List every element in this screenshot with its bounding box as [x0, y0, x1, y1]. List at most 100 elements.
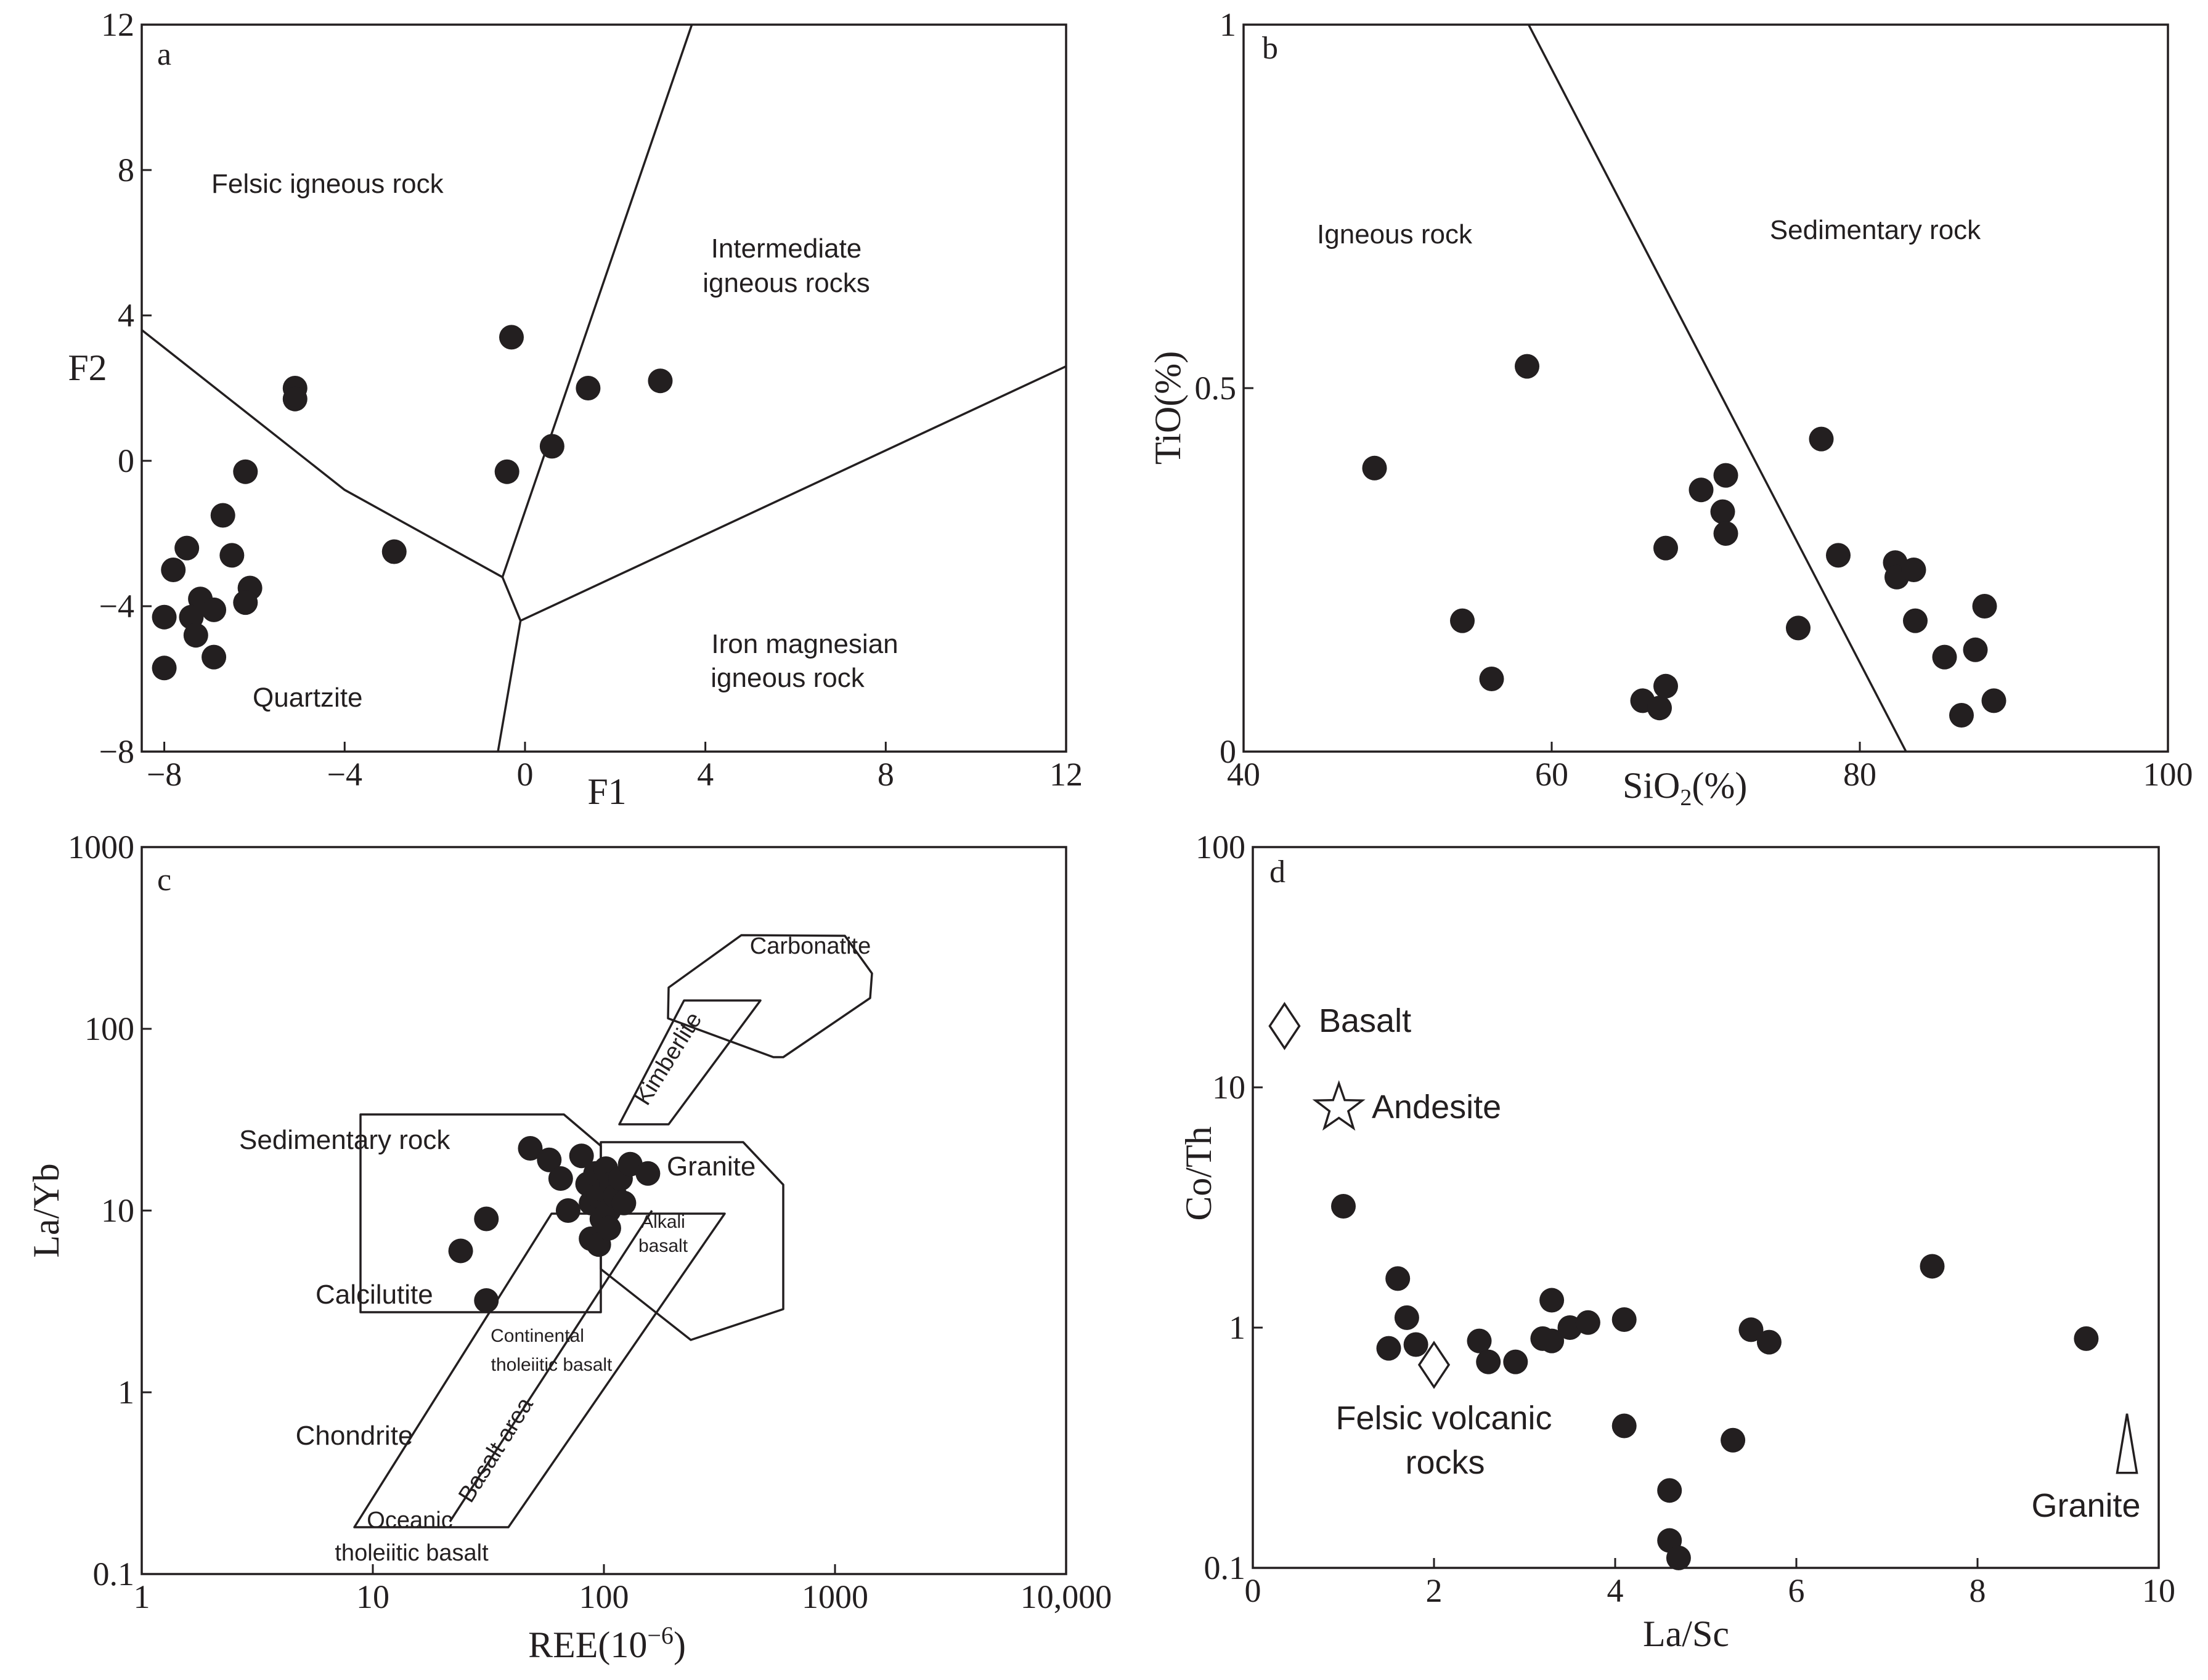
region-label-basalt-area: Basalt area: [454, 1392, 539, 1507]
data-point: [210, 503, 235, 528]
plot-frame: [141, 23, 1067, 753]
data-point: [474, 1206, 499, 1232]
data-point: [635, 1161, 661, 1186]
data-point: [1963, 637, 1988, 662]
data-point: [152, 655, 177, 681]
region-label-carbonatite: Carbonatite: [750, 933, 871, 959]
region-label-sedimentary: Sedimentary rock: [239, 1125, 450, 1155]
region-label-continental-2: tholeiitic basalt: [491, 1355, 613, 1375]
region-label-intermediate-2: igneous rocks: [703, 268, 870, 298]
field-boundary: [501, 24, 693, 578]
data-point: [1653, 673, 1678, 699]
data-point: [1515, 354, 1539, 379]
region-label-alkali: Alkali: [641, 1212, 685, 1232]
data-point: [1362, 455, 1387, 481]
x-tick-label: 100: [2143, 756, 2193, 793]
data-point: [499, 325, 524, 350]
granite-field: [600, 1141, 784, 1341]
x-axis-label: SiO2(%): [1623, 765, 1747, 811]
y-tick-label: 10: [1212, 1069, 1245, 1106]
data-point: [494, 459, 519, 484]
panel-b: 40 60 80 100 1 0.5 0 b SiO2(%) TiO(%) Igneous …: [1147, 6, 2193, 811]
x-tick-label: 10: [2142, 1572, 2175, 1609]
data-point: [1738, 1317, 1764, 1342]
data-point: [537, 1147, 562, 1172]
data-point: [1450, 608, 1475, 633]
x-tick-label: 8: [878, 756, 894, 793]
x-tick-label: −4: [327, 756, 362, 793]
plot-frame: [1252, 846, 2160, 1569]
panel-label: a: [157, 37, 171, 72]
data-point: [576, 376, 601, 400]
region-label-alkali-2: basalt: [638, 1236, 688, 1256]
x-tick-label: 1: [134, 1578, 150, 1615]
data-point: [611, 1190, 637, 1215]
region-label-iron-magnesian-2: igneous rock: [711, 663, 865, 693]
region-label-intermediate: Intermediate: [711, 233, 862, 264]
data-point: [1376, 1336, 1401, 1361]
x-tick-label: 6: [1788, 1572, 1805, 1609]
x-tick-label: 4: [697, 756, 714, 793]
data-point: [1981, 688, 2006, 713]
data-point: [1903, 608, 1928, 633]
data-point: [233, 459, 258, 484]
y-tick-label: 100: [1196, 829, 1245, 866]
data-point: [1476, 1349, 1501, 1374]
x-tick-label: 4: [1607, 1572, 1624, 1609]
y-tick-label: 1: [118, 1374, 134, 1411]
plot-frame: [1242, 23, 2169, 753]
kimberlite-field: [618, 999, 762, 1126]
data-point: [202, 597, 227, 622]
data-point: [1575, 1310, 1600, 1335]
region-label-oceanic-2: tholeiitic basalt: [335, 1540, 489, 1566]
data-point: [1647, 696, 1672, 721]
reference-symbol-star: [1312, 1080, 1366, 1131]
x-axis-label: REE(10−6): [528, 1621, 686, 1665]
x-tick-label: 2: [1426, 1572, 1443, 1609]
field-boundaries: [353, 934, 873, 1528]
data-point: [282, 386, 308, 412]
data-point: [569, 1143, 594, 1169]
data-point: [1394, 1305, 1419, 1330]
data-point: [448, 1238, 473, 1264]
panel-a: −8 −4 0 4 8 12 12 8 4 0 −4 −8 a F1 F2 Felsic igneou…: [68, 6, 1083, 812]
data-point: [1666, 1545, 1691, 1570]
field-boundary: [519, 365, 1067, 622]
x-tick-label: 12: [1049, 756, 1083, 793]
x-tick-label: 60: [1535, 756, 1568, 793]
region-label-kimberlite: Kimberlite: [630, 1008, 707, 1110]
x-axis-label: La/Sc: [1643, 1613, 1729, 1654]
basalt-area-divider: [449, 1210, 653, 1522]
reference-symbol-diamond: [1417, 1341, 1451, 1389]
data-point: [1756, 1329, 1782, 1355]
region-label-continental: Continental: [491, 1326, 584, 1346]
data-point: [1932, 644, 1957, 670]
region-label-sedimentary: Sedimentary rock: [1770, 215, 1981, 245]
x-tick-label: 40: [1227, 756, 1260, 793]
carbonatite-field: [667, 934, 873, 1058]
y-tick-label: −4: [99, 588, 134, 625]
region-label-igneous: Igneous rock: [1317, 219, 1473, 250]
data-point: [596, 1215, 621, 1241]
y-axis-label: TiO(%): [1147, 351, 1188, 465]
reference-symbol-diamond: [1268, 1002, 1301, 1050]
data-point: [1721, 1427, 1746, 1453]
data-point: [174, 535, 200, 561]
reference-label-andesite: Andesite: [1372, 1089, 1501, 1126]
data-point: [1503, 1349, 1528, 1374]
y-tick-label: 8: [118, 152, 134, 189]
x-tick-label: 10: [356, 1578, 389, 1615]
panel-label: c: [157, 862, 171, 898]
data-point: [648, 368, 673, 394]
data-point: [152, 604, 177, 630]
region-label-granite: Granite: [667, 1151, 756, 1182]
reference-label-basalt: Basalt: [1319, 1002, 1411, 1039]
data-point: [2074, 1326, 2099, 1351]
reference-label-felsic-2: rocks: [1405, 1444, 1485, 1481]
region-label-calcilutite: Calcilutite: [316, 1280, 433, 1310]
data-point: [1467, 1328, 1492, 1353]
data-point: [161, 558, 186, 582]
data-point: [1385, 1266, 1411, 1291]
data-point: [381, 539, 407, 564]
